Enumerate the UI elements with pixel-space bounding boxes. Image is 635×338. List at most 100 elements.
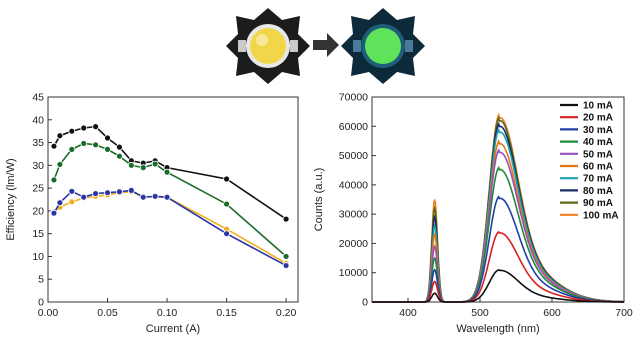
y-tick-label: 35	[32, 137, 44, 149]
data-point	[282, 215, 290, 223]
x-tick-label: 400	[399, 307, 417, 319]
data-point	[282, 253, 290, 260]
data-point	[92, 123, 100, 131]
data-point	[139, 164, 147, 172]
efficiency-series-1	[50, 123, 290, 223]
data-point	[116, 143, 123, 151]
series-line	[53, 190, 287, 264]
x-tick-label: 0.05	[97, 307, 118, 319]
data-point	[68, 187, 76, 195]
legend-label: 80 mA	[583, 186, 613, 197]
y-axis-label: Counts (a.u.)	[313, 168, 325, 232]
legend-label: 50 mA	[583, 149, 613, 160]
y-tick-label: 15	[32, 228, 44, 240]
legend-label: 40 mA	[583, 137, 613, 148]
led-highlight-before	[256, 34, 268, 46]
solder-pad-before	[238, 40, 246, 52]
data-point	[56, 132, 64, 140]
efficiency-series-4	[50, 186, 290, 269]
data-point	[223, 175, 230, 183]
data-point	[163, 168, 171, 176]
data-point	[80, 140, 88, 147]
legend-item: 80 mA	[560, 186, 613, 197]
efficiency-series-2	[50, 140, 290, 260]
y-tick-label: 10	[32, 251, 44, 263]
legend-item: 40 mA	[560, 137, 613, 148]
data-point	[68, 145, 76, 153]
x-tick-label: 0.20	[276, 307, 297, 319]
data-point	[151, 160, 159, 168]
data-point	[116, 188, 123, 196]
y-tick-label: 70000	[339, 92, 368, 104]
x-tick-label: 600	[543, 307, 561, 319]
data-point	[127, 186, 135, 194]
data-point	[68, 127, 76, 135]
data-point	[56, 199, 64, 207]
data-point	[223, 200, 230, 208]
x-axis-label: Wavelength (nm)	[456, 323, 539, 335]
legend-item: 100 mA	[560, 210, 619, 221]
right-arrow-icon	[313, 33, 339, 57]
y-tick-label: 45	[32, 92, 44, 104]
y-axis-label: Efficiency (lm/W)	[5, 158, 17, 240]
legend-item: 60 mA	[560, 162, 613, 173]
x-tick-label: 0.10	[157, 307, 178, 319]
x-tick-label: 700	[615, 307, 633, 319]
y-tick-label: 25	[32, 183, 44, 195]
led-lens-after	[365, 28, 401, 64]
legend-item: 30 mA	[560, 125, 613, 136]
legend-label: 70 mA	[583, 174, 613, 185]
data-point	[50, 176, 58, 184]
legend-item: 10 mA	[560, 101, 613, 112]
legend-label: 100 mA	[583, 210, 619, 221]
data-point	[50, 209, 58, 217]
spectrum-line-10ma	[372, 269, 624, 303]
y-tick-label: 40000	[339, 179, 368, 191]
data-point	[151, 192, 159, 200]
data-point	[104, 145, 111, 153]
data-point	[104, 134, 111, 142]
y-tick-label: 30	[32, 160, 44, 172]
plot-frame	[47, 96, 299, 303]
led-photo-before	[226, 4, 310, 84]
legend-label: 30 mA	[583, 125, 613, 136]
solder-pad-after	[353, 40, 361, 52]
legend-label: 60 mA	[583, 162, 613, 173]
data-point	[282, 262, 290, 269]
data-point	[80, 124, 88, 132]
x-axis-label: Current (A)	[146, 323, 200, 335]
data-point	[92, 190, 100, 197]
data-point	[68, 198, 76, 206]
legend-item: 70 mA	[560, 174, 613, 185]
data-point	[116, 152, 123, 160]
y-tick-label: 20000	[339, 238, 368, 250]
spectrum-chart: 400 500 600 700 0 10000 20000 30000 40000 50000 60…	[313, 92, 633, 336]
solder-pad-after	[405, 40, 413, 52]
x-tick-label: 500	[471, 307, 489, 319]
efficiency-chart: 0.00 0.05 0.10 0.15 0.20 0 5 10 15 20 25 30 35 40 45 Cu…	[5, 92, 299, 335]
y-tick-label: 50000	[339, 150, 368, 162]
led-lens-before	[250, 28, 286, 64]
x-tick-label: 0.15	[216, 307, 237, 319]
y-tick-label: 30000	[339, 209, 368, 221]
data-point	[127, 161, 135, 169]
y-tick-label: 20	[32, 205, 44, 217]
data-point	[56, 161, 64, 168]
y-tick-label: 0	[38, 297, 44, 309]
y-tick-label: 0	[362, 297, 368, 309]
legend-label: 10 mA	[583, 101, 613, 112]
legend-label: 20 mA	[583, 113, 613, 124]
data-point	[104, 189, 111, 197]
data-point	[80, 193, 88, 201]
legend-item: 20 mA	[560, 113, 613, 124]
y-tick-label: 5	[38, 274, 44, 286]
data-point	[163, 193, 171, 201]
legend-item: 50 mA	[560, 149, 613, 160]
legend-item: 90 mA	[560, 198, 613, 209]
y-tick-label: 60000	[339, 121, 368, 133]
data-point	[223, 230, 230, 238]
solder-pad-before	[290, 40, 298, 52]
led-photo-after	[341, 4, 425, 84]
series-line	[53, 189, 287, 267]
